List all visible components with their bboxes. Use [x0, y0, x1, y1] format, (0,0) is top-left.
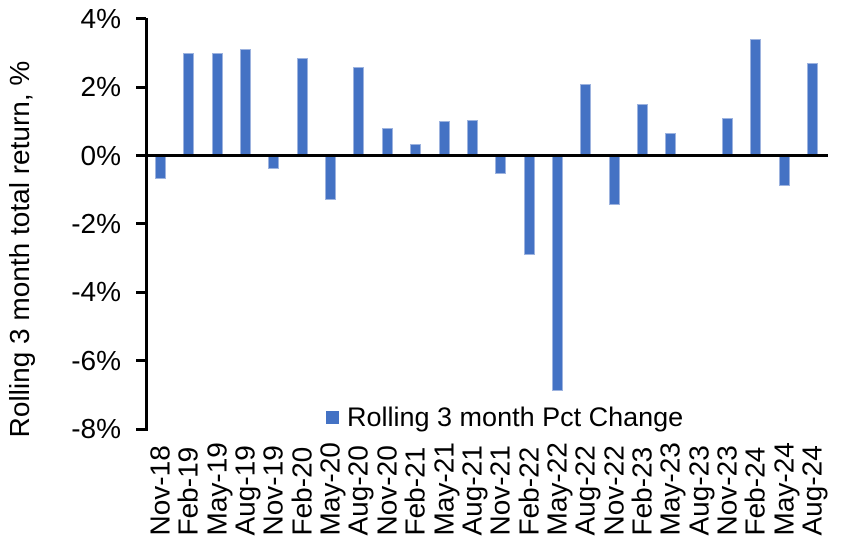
y-axis-line	[144, 18, 148, 431]
x-axis-tick-label: Feb-23	[626, 446, 658, 536]
x-axis-tick-label: May-23	[654, 442, 686, 536]
bar-Aug-22	[580, 83, 592, 156]
bar-May-24	[778, 155, 790, 187]
bar-Feb-22	[523, 155, 535, 255]
x-axis-tick-label: Feb-20	[286, 446, 318, 536]
bar-Aug-24	[807, 63, 819, 156]
x-axis-tick-label: Aug-24	[796, 445, 828, 536]
x-axis-tick-label: Aug-20	[342, 445, 374, 536]
x-axis-tick-label: Nov-18	[144, 445, 176, 536]
bar-May-23	[665, 133, 677, 156]
bar-Nov-21	[495, 155, 507, 175]
x-axis-tick-label: Feb-21	[399, 446, 431, 536]
x-axis-tick-label: Feb-24	[739, 446, 771, 536]
bar-May-22	[551, 155, 563, 392]
x-axis-tick-label: Nov-20	[371, 445, 403, 536]
x-axis-tick-label: May-21	[428, 442, 459, 536]
legend-label: Rolling 3 month Pct Change	[347, 402, 684, 432]
bar-Nov-19	[268, 155, 280, 170]
bar-Nov-22	[608, 155, 620, 206]
bar-May-20	[325, 155, 337, 200]
y-axis-tick-label: -4%	[71, 276, 121, 308]
y-axis-tick-mark	[136, 290, 146, 294]
y-axis-tick-mark	[136, 359, 146, 363]
bar-May-19	[211, 52, 223, 156]
bar-Aug-20	[353, 66, 365, 156]
x-axis-tick-label: Aug-21	[456, 445, 488, 536]
bar-Feb-20	[296, 58, 308, 156]
x-axis-tick-label: Aug-23	[683, 445, 715, 536]
bar-Aug-21	[466, 119, 478, 156]
y-axis-tick-mark	[136, 222, 146, 226]
x-axis-tick-label: Feb-22	[513, 446, 545, 536]
bar-Feb-19	[183, 52, 195, 156]
x-axis-tick-label: May-20	[314, 442, 346, 536]
x-axis-tick-label: Nov-21	[484, 445, 516, 536]
bar-Nov-18	[155, 155, 166, 180]
y-axis-title: Rolling 3 month total return, %	[4, 60, 35, 438]
y-axis-tick-label: 0%	[80, 139, 121, 171]
y-axis-tick-label: -6%	[71, 344, 121, 376]
y-axis-tick-label: -2%	[71, 207, 121, 239]
bar-May-21	[438, 121, 450, 156]
x-axis-tick-label: Nov-19	[257, 445, 289, 536]
bar-Nov-20	[381, 128, 393, 156]
y-axis-tick-mark	[136, 154, 146, 157]
bar-Nov-23	[722, 117, 733, 156]
x-axis-tick-label: May-19	[201, 442, 233, 536]
x-axis-tick-label: Aug-19	[229, 445, 261, 536]
y-axis-tick-label: 4%	[80, 2, 121, 34]
x-axis-tick-label: Nov-23	[711, 445, 743, 536]
x-axis-tick-label: Feb-19	[172, 446, 204, 536]
x-axis-zero-line	[144, 154, 828, 157]
y-axis-tick-mark	[136, 17, 146, 21]
legend: Rolling 3 month Pct Change	[326, 403, 683, 431]
bar-Feb-23	[636, 104, 648, 156]
y-axis-tick-label: 2%	[80, 71, 121, 103]
x-axis-tick-label: Nov-22	[598, 445, 630, 536]
y-axis-tick-label: -8%	[71, 413, 121, 445]
x-axis-tick-label: May-24	[768, 442, 800, 536]
x-axis-tick-label: May-22	[541, 442, 573, 536]
bar-Aug-19	[240, 49, 252, 156]
legend-marker-icon	[326, 410, 339, 424]
x-axis-tick-label: Aug-22	[569, 445, 601, 536]
y-axis-tick-mark	[136, 427, 146, 431]
bar-Feb-24	[750, 39, 762, 156]
y-axis-tick-mark	[136, 85, 146, 89]
